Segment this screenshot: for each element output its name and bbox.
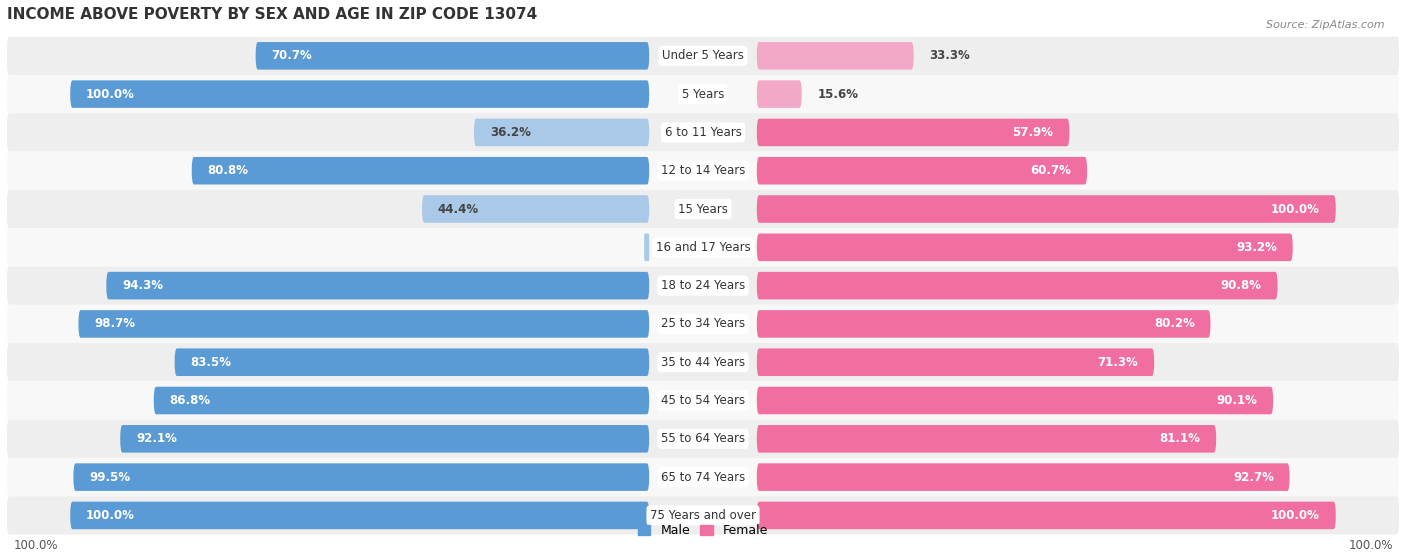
Text: 100.0%: 100.0% bbox=[86, 88, 135, 101]
Text: 99.5%: 99.5% bbox=[89, 471, 131, 484]
FancyBboxPatch shape bbox=[120, 425, 650, 453]
FancyBboxPatch shape bbox=[7, 113, 1399, 151]
FancyBboxPatch shape bbox=[756, 42, 914, 70]
FancyBboxPatch shape bbox=[174, 348, 650, 376]
Text: 36.2%: 36.2% bbox=[489, 126, 530, 139]
Text: 86.8%: 86.8% bbox=[170, 394, 211, 407]
Text: 100.0%: 100.0% bbox=[1348, 539, 1393, 552]
Text: 45 to 54 Years: 45 to 54 Years bbox=[661, 394, 745, 407]
FancyBboxPatch shape bbox=[7, 420, 1399, 458]
FancyBboxPatch shape bbox=[79, 310, 650, 338]
FancyBboxPatch shape bbox=[70, 80, 650, 108]
Text: 12 to 14 Years: 12 to 14 Years bbox=[661, 164, 745, 177]
Text: 35 to 44 Years: 35 to 44 Years bbox=[661, 356, 745, 369]
Text: 100.0%: 100.0% bbox=[86, 509, 135, 522]
Text: 100.0%: 100.0% bbox=[1271, 202, 1320, 216]
Text: 70.7%: 70.7% bbox=[271, 49, 312, 62]
Text: Source: ZipAtlas.com: Source: ZipAtlas.com bbox=[1267, 20, 1385, 30]
Text: 25 to 34 Years: 25 to 34 Years bbox=[661, 318, 745, 330]
Text: 57.9%: 57.9% bbox=[1012, 126, 1053, 139]
FancyBboxPatch shape bbox=[756, 501, 1336, 529]
FancyBboxPatch shape bbox=[7, 267, 1399, 305]
Text: 100.0%: 100.0% bbox=[1271, 509, 1320, 522]
FancyBboxPatch shape bbox=[756, 348, 1154, 376]
FancyBboxPatch shape bbox=[7, 37, 1399, 75]
Text: 92.7%: 92.7% bbox=[1233, 471, 1274, 484]
Text: 33.3%: 33.3% bbox=[929, 49, 970, 62]
Text: 18 to 24 Years: 18 to 24 Years bbox=[661, 279, 745, 292]
Text: 55 to 64 Years: 55 to 64 Years bbox=[661, 432, 745, 446]
Text: 5 Years: 5 Years bbox=[682, 88, 724, 101]
FancyBboxPatch shape bbox=[7, 190, 1399, 228]
Text: 90.1%: 90.1% bbox=[1216, 394, 1257, 407]
Text: 100.0%: 100.0% bbox=[13, 539, 58, 552]
Text: 71.3%: 71.3% bbox=[1098, 356, 1139, 369]
Text: 60.7%: 60.7% bbox=[1031, 164, 1071, 177]
FancyBboxPatch shape bbox=[191, 157, 650, 184]
Text: 98.7%: 98.7% bbox=[94, 318, 135, 330]
FancyBboxPatch shape bbox=[422, 195, 650, 223]
FancyBboxPatch shape bbox=[756, 119, 1070, 146]
Text: 6 to 11 Years: 6 to 11 Years bbox=[665, 126, 741, 139]
Text: Under 5 Years: Under 5 Years bbox=[662, 49, 744, 62]
FancyBboxPatch shape bbox=[153, 387, 650, 414]
FancyBboxPatch shape bbox=[474, 119, 650, 146]
Text: 44.4%: 44.4% bbox=[437, 202, 479, 216]
Text: INCOME ABOVE POVERTY BY SEX AND AGE IN ZIP CODE 13074: INCOME ABOVE POVERTY BY SEX AND AGE IN Z… bbox=[7, 7, 537, 22]
FancyBboxPatch shape bbox=[756, 387, 1272, 414]
Text: 65 to 74 Years: 65 to 74 Years bbox=[661, 471, 745, 484]
Text: 80.2%: 80.2% bbox=[1154, 318, 1195, 330]
FancyBboxPatch shape bbox=[756, 80, 801, 108]
Text: 16 and 17 Years: 16 and 17 Years bbox=[655, 241, 751, 254]
FancyBboxPatch shape bbox=[7, 228, 1399, 267]
FancyBboxPatch shape bbox=[756, 463, 1289, 491]
FancyBboxPatch shape bbox=[644, 234, 650, 261]
FancyBboxPatch shape bbox=[7, 343, 1399, 381]
FancyBboxPatch shape bbox=[756, 234, 1292, 261]
Text: 92.1%: 92.1% bbox=[136, 432, 177, 446]
FancyBboxPatch shape bbox=[7, 151, 1399, 190]
Text: 15.6%: 15.6% bbox=[817, 88, 859, 101]
Text: 83.5%: 83.5% bbox=[190, 356, 232, 369]
FancyBboxPatch shape bbox=[756, 195, 1336, 223]
FancyBboxPatch shape bbox=[107, 272, 650, 300]
Text: 80.8%: 80.8% bbox=[208, 164, 249, 177]
FancyBboxPatch shape bbox=[73, 463, 650, 491]
FancyBboxPatch shape bbox=[756, 425, 1216, 453]
Text: 15 Years: 15 Years bbox=[678, 202, 728, 216]
FancyBboxPatch shape bbox=[7, 381, 1399, 420]
FancyBboxPatch shape bbox=[7, 305, 1399, 343]
Text: 90.8%: 90.8% bbox=[1220, 279, 1261, 292]
Text: 93.2%: 93.2% bbox=[1236, 241, 1277, 254]
FancyBboxPatch shape bbox=[7, 496, 1399, 534]
Text: 75 Years and over: 75 Years and over bbox=[650, 509, 756, 522]
Text: 9.3%: 9.3% bbox=[659, 241, 693, 254]
FancyBboxPatch shape bbox=[7, 75, 1399, 113]
Text: 81.1%: 81.1% bbox=[1160, 432, 1201, 446]
FancyBboxPatch shape bbox=[756, 272, 1278, 300]
FancyBboxPatch shape bbox=[256, 42, 650, 70]
FancyBboxPatch shape bbox=[756, 310, 1211, 338]
FancyBboxPatch shape bbox=[70, 501, 650, 529]
Legend: Male, Female: Male, Female bbox=[633, 519, 773, 542]
FancyBboxPatch shape bbox=[7, 458, 1399, 496]
Text: 94.3%: 94.3% bbox=[122, 279, 163, 292]
FancyBboxPatch shape bbox=[756, 157, 1087, 184]
